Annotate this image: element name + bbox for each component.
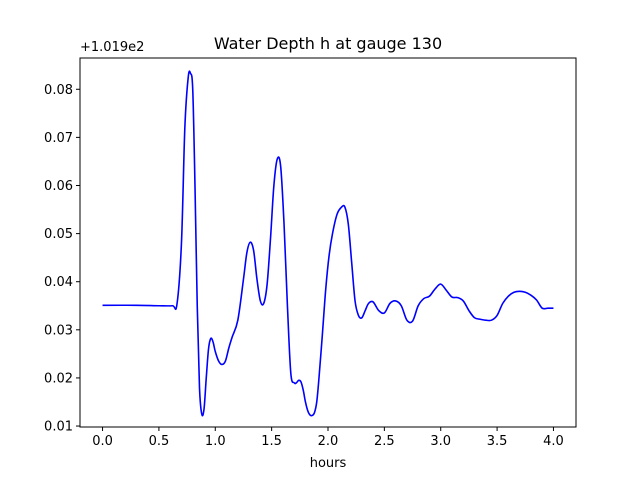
- y-tick-label: 0.06: [44, 179, 73, 194]
- y-tick-label: 0.02: [44, 371, 73, 386]
- x-tick-label: 4.0: [543, 434, 564, 449]
- chart-title: Water Depth h at gauge 130: [214, 34, 442, 53]
- series-line-0: [102, 70, 554, 417]
- x-tick-label: 2.0: [318, 434, 339, 449]
- x-axis-ticks: 0.0 0.5 1.0 1.5 2.0 2.5 3.0 3.5 4.0: [92, 427, 564, 449]
- y-tick-label: 0.04: [44, 275, 73, 290]
- x-tick-label: 3.0: [430, 434, 451, 449]
- y-tick-label: 0.01: [44, 420, 73, 435]
- y-tick-label: 0.08: [44, 83, 73, 98]
- x-tick-label: 2.5: [374, 434, 395, 449]
- y-axis-ticks: 0.01 0.02 0.03 0.04 0.05 0.06 0.07 0.08: [44, 83, 80, 435]
- plot-frame: [79, 57, 577, 428]
- x-tick-label: 3.5: [487, 434, 508, 449]
- x-tick-label: 0.0: [92, 434, 113, 449]
- y-tick-label: 0.07: [44, 131, 73, 146]
- x-tick-label: 0.5: [149, 434, 170, 449]
- x-axis-label: hours: [310, 456, 347, 471]
- plot-layer: [102, 70, 554, 417]
- y-tick-label: 0.03: [44, 323, 73, 338]
- x-tick-label: 1.0: [205, 434, 226, 449]
- y-axis-offset-label: +1.019e2: [80, 40, 144, 55]
- x-tick-label: 1.5: [261, 434, 282, 449]
- y-tick-label: 0.05: [44, 227, 73, 242]
